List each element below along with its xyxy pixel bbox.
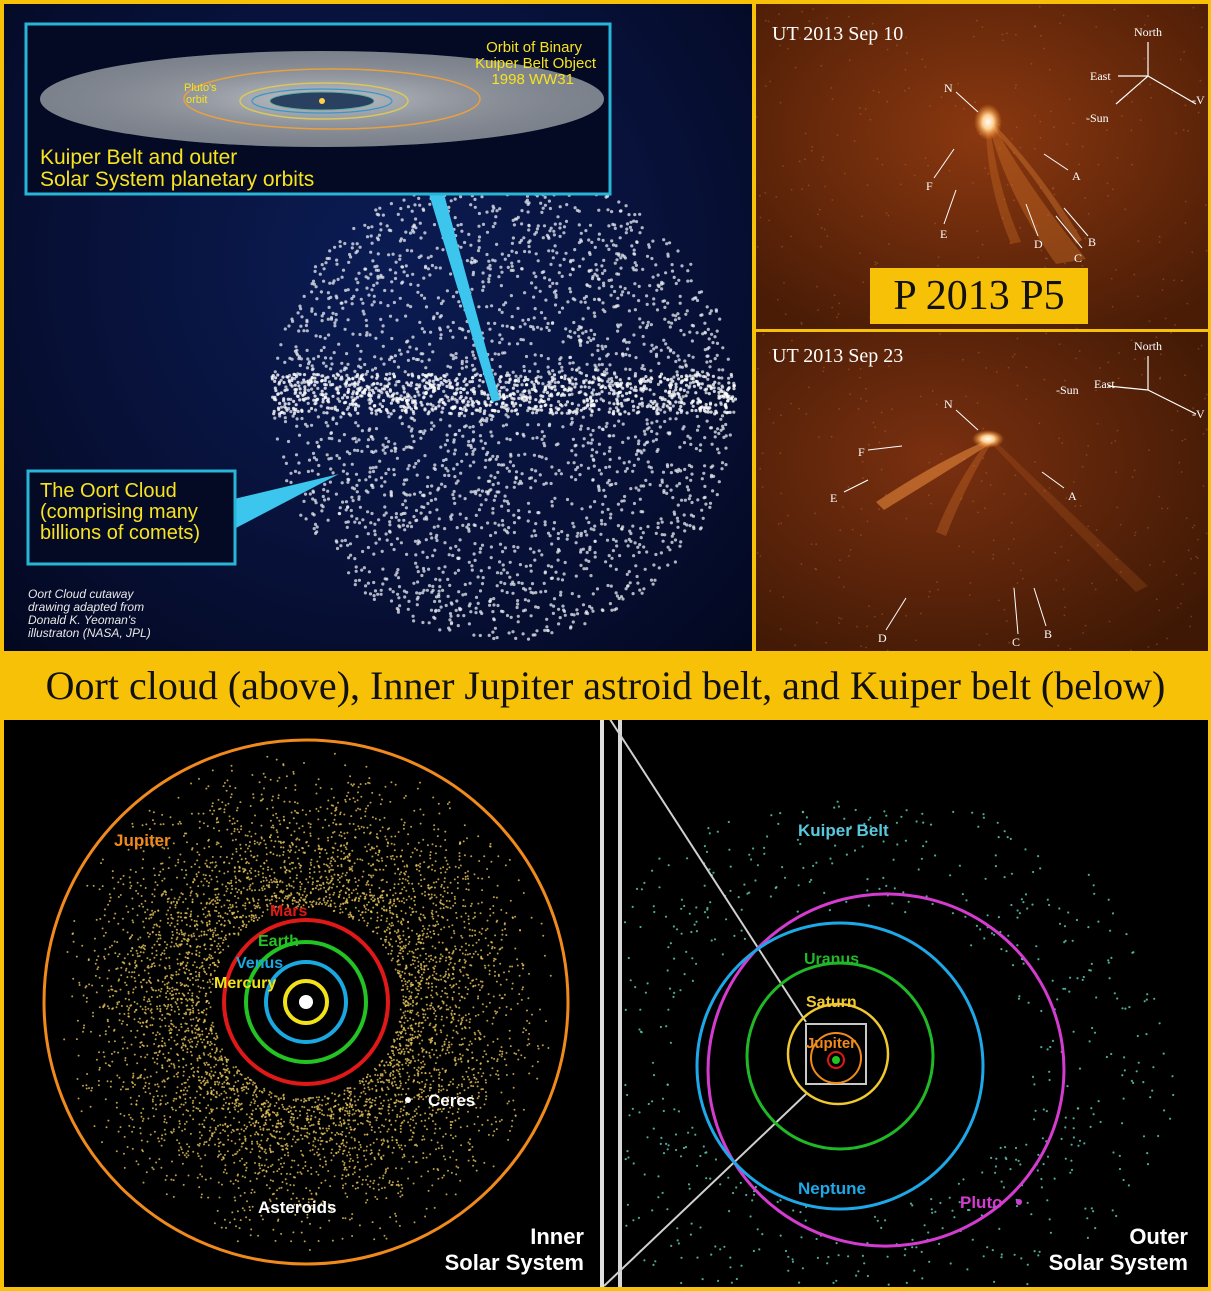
label-n: N — [944, 81, 953, 95]
earth-label: Earth — [258, 933, 299, 950]
zoom-line-top — [609, 720, 807, 1023]
oort-cloud-box — [26, 469, 237, 566]
jupiter-orbit — [42, 738, 570, 1266]
oort-cloud-illustration: Orbit of Binary Kuiper Belt Object 1998 … — [4, 4, 752, 651]
sun-dot — [319, 98, 325, 104]
comet-designation-tag: P 2013 P5 — [870, 268, 1088, 324]
oort-pointer — [234, 474, 339, 529]
label-a: A — [1072, 169, 1081, 183]
compass — [1107, 356, 1197, 415]
oort-box-line-2: (comprising many — [40, 501, 198, 523]
label-a: A — [1068, 489, 1077, 503]
oort-box-line-1: The Oort Cloud — [40, 480, 177, 502]
credit-line-2: drawing adapted from — [28, 600, 144, 614]
binary-orbit-label-3: 1998 WW31 — [491, 71, 574, 88]
sun — [299, 995, 313, 1009]
caption-text: Oort cloud (above), Inner Jupiter astroi… — [45, 663, 1166, 708]
jupiter-orbit — [810, 1032, 862, 1084]
compass-v: -V — [1192, 93, 1205, 107]
credit-line-1: Oort Cloud cutaway — [28, 587, 134, 601]
label-f: F — [926, 179, 933, 193]
credit-line-4: illustraton (NASA, JPL) — [28, 626, 151, 640]
mercury-orbit — [283, 979, 329, 1025]
zoom-line-bottom — [604, 1093, 807, 1287]
comet-nucleus — [974, 104, 1002, 140]
outer-solar-system-diagram: Kuiper Belt Uranus Saturn Jupiter Neptun… — [604, 720, 1208, 1287]
compass-east: East — [1094, 377, 1115, 391]
inner-title-1: Inner — [530, 1224, 584, 1249]
ceres-dot — [405, 1097, 411, 1103]
label-f: F — [858, 445, 865, 459]
oort-box-line-3: billions of comets) — [40, 522, 200, 544]
comet-tails — [988, 122, 1086, 264]
pluto-orbit-label-2: orbit — [186, 94, 207, 106]
asteroids-label: Asteroids — [258, 1198, 336, 1217]
uranus-label: Uranus — [804, 951, 859, 968]
jupiter-label: Jupiter — [806, 1035, 856, 1052]
earth-orbit — [244, 940, 368, 1064]
compass-north: North — [1134, 339, 1162, 353]
compass-north: North — [1134, 25, 1162, 39]
compass-sun: -Sun — [1086, 111, 1109, 125]
compass-v: -V — [1192, 407, 1205, 421]
uranus-orbit — [745, 961, 935, 1151]
kuiper-box-title-2: Solar System planetary orbits — [40, 168, 314, 191]
kuiper-belt-label: Kuiper Belt — [798, 821, 889, 840]
outer-title-1: Outer — [1129, 1224, 1188, 1249]
label-b: B — [1088, 235, 1096, 249]
comet-nucleus — [972, 430, 1004, 448]
comet-designation: P 2013 P5 — [893, 273, 1065, 319]
label-d: D — [878, 631, 887, 645]
binary-orbit-label-1: Orbit of Binary — [486, 39, 582, 56]
compass — [1115, 42, 1197, 105]
neptune-orbit — [695, 921, 985, 1211]
outer-title-2: Solar System — [1049, 1250, 1188, 1275]
date-label: UT 2013 Sep 23 — [772, 345, 903, 367]
comet-image-sep-23: UT 2013 Sep 23 North East -Sun -V N A F … — [756, 332, 1208, 651]
pluto-label: Pluto — [960, 1193, 1003, 1212]
panel-divider — [600, 720, 604, 1287]
mars-label: Mars — [270, 903, 307, 920]
venus-label: Venus — [236, 955, 283, 972]
kuiper-pointer — [429, 194, 500, 402]
label-d: D — [1034, 237, 1043, 251]
binary-kbo-orbit — [183, 68, 481, 130]
asteroid-belt — [63, 752, 552, 1251]
pluto-orbit — [239, 82, 409, 120]
pluto-dot — [1016, 1199, 1022, 1205]
label-b: B — [1044, 627, 1052, 641]
kuiper-belt — [623, 800, 1175, 1286]
caption-banner: Oort cloud (above), Inner Jupiter astroi… — [0, 652, 1211, 718]
inner-solar-system-diagram: Jupiter Mars Earth Venus Mercury Ceres A… — [4, 720, 600, 1287]
label-e: E — [830, 491, 837, 505]
pluto-orbit — [706, 892, 1066, 1248]
venus-orbit — [264, 960, 348, 1044]
compass-east: East — [1090, 69, 1111, 83]
oort-cloud-sphere — [270, 165, 738, 641]
pluto-orbit-label-1: Pluto's — [184, 82, 217, 94]
jupiter-label: Jupiter — [114, 831, 171, 850]
saturn-orbit — [786, 1002, 890, 1106]
binary-orbit-label-2: Kuiper Belt Object — [475, 55, 597, 72]
label-e: E — [940, 227, 947, 241]
date-label: UT 2013 Sep 10 — [772, 23, 903, 45]
compass-sun: -Sun — [1056, 383, 1079, 397]
kuiper-box-title-1: Kuiper Belt and outer — [40, 146, 237, 169]
label-c: C — [1012, 635, 1020, 649]
label-n: N — [944, 397, 953, 411]
credit-line-3: Donald K. Yeoman's — [28, 613, 136, 627]
saturn-label: Saturn — [806, 994, 857, 1011]
comet-tails — [876, 440, 990, 510]
neptune-label: Neptune — [798, 1179, 866, 1198]
label-c: C — [1074, 251, 1082, 265]
mercury-label: Mercury — [214, 975, 276, 992]
ceres-label: Ceres — [428, 1091, 475, 1110]
mars-orbit — [222, 918, 390, 1086]
inner-title-2: Solar System — [445, 1250, 584, 1275]
